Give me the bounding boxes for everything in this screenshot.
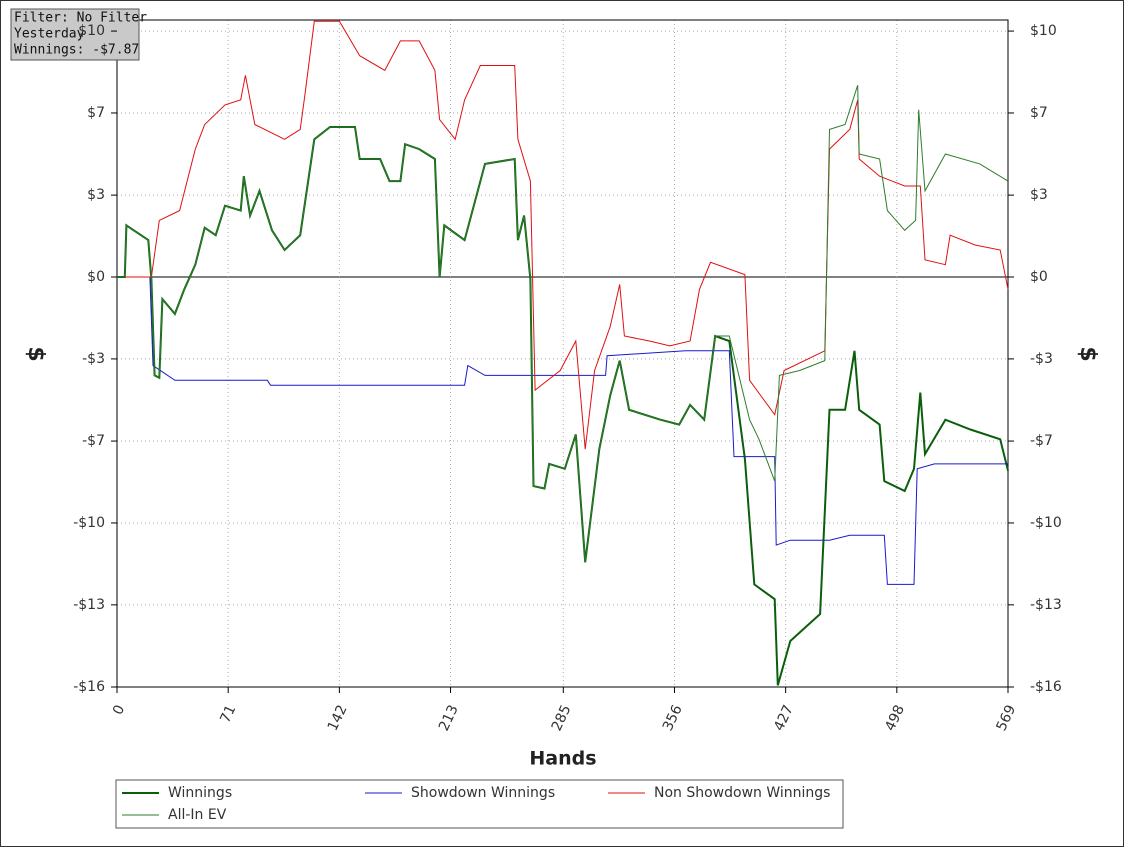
y-tick-label: $10 — [78, 23, 105, 39]
y2-tick-label: $0 — [1030, 269, 1048, 285]
y-tick-label: -$10 — [73, 515, 105, 531]
y-tick-label: $0 — [87, 269, 105, 285]
legend-label: Non Showdown Winnings — [654, 785, 830, 801]
series-line — [117, 276, 1008, 585]
y2-tick-label: -$3 — [1030, 351, 1053, 367]
info-box: Filter: No Filter Yesterday Winnings: -$… — [10, 8, 147, 61]
y-tick-label: -$7 — [82, 433, 105, 449]
y-tick-label: -$13 — [73, 597, 105, 613]
y2-tick-label: $7 — [1030, 105, 1048, 121]
y-tick-label: -$3 — [82, 351, 105, 367]
info-box-bg — [10, 8, 140, 61]
legend-label: Showdown Winnings — [411, 785, 555, 801]
legend-label: All-In EV — [168, 807, 227, 823]
y-axis-title: $ — [23, 346, 48, 361]
y2-axis-title: $ — [1075, 346, 1100, 361]
y-tick-label: -$16 — [73, 679, 105, 695]
plot-area — [116, 19, 1009, 688]
y2-tick-label: $10 — [1030, 23, 1057, 39]
y2-tick-label: -$7 — [1030, 433, 1053, 449]
x-axis-title: Hands — [529, 748, 596, 770]
info-text: Filter: No Filter — [14, 11, 147, 26]
x-tick-label: 71 — [217, 703, 239, 726]
info-text: Winnings: -$7.87 — [14, 43, 139, 58]
y-tick-label: $3 — [87, 187, 105, 203]
y2-tick-label: $3 — [1030, 187, 1048, 203]
info-text: Yesterday — [14, 27, 85, 42]
legend — [115, 779, 844, 829]
y-tick-label: $7 — [87, 105, 105, 121]
series-line — [117, 85, 1009, 563]
legend-label: Winnings — [168, 785, 232, 801]
y2-tick-label: -$13 — [1030, 597, 1062, 613]
y2-tick-label: -$16 — [1030, 679, 1062, 695]
y2-tick-label: -$10 — [1030, 515, 1062, 531]
